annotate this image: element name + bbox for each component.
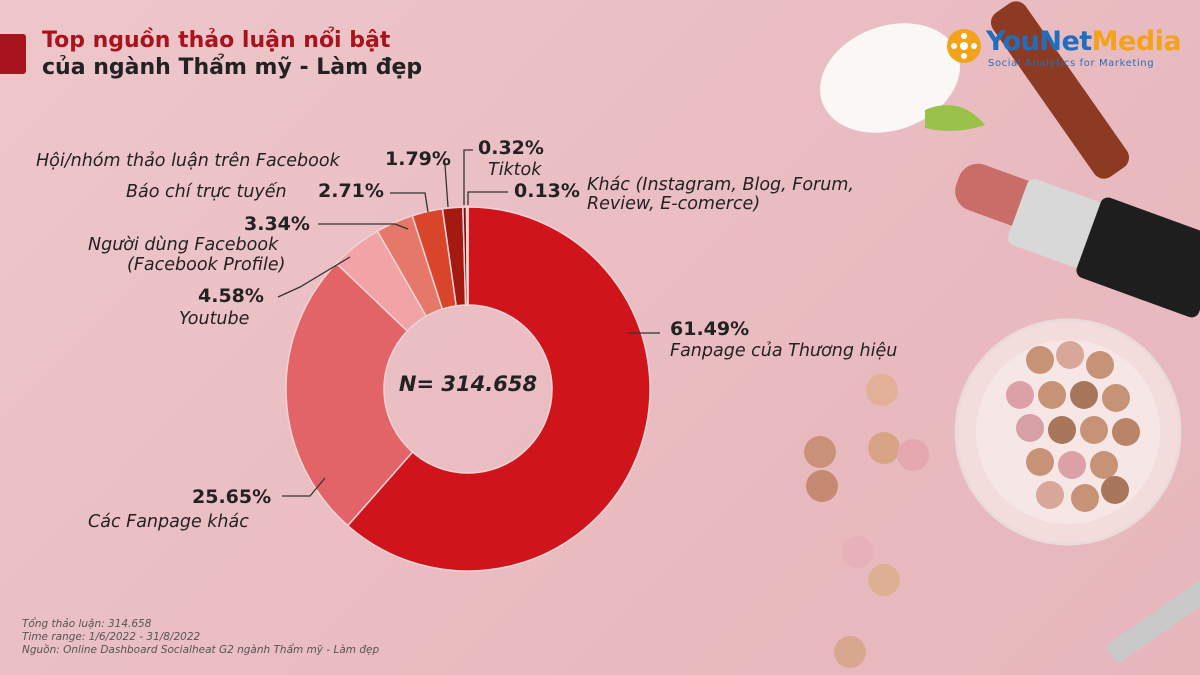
slice-label-khac-line2: Review, E-comerce) xyxy=(587,194,761,214)
leader-line-7 xyxy=(467,191,508,205)
leader-line-1 xyxy=(282,477,326,497)
slice-label-khac-line1: Khác (Instagram, Blog, Forum, xyxy=(587,175,854,195)
leader-line-5 xyxy=(442,162,449,208)
slice-label-bao-chi: Báo chí trực tuyến xyxy=(126,182,287,202)
title-accent-bar xyxy=(0,34,26,74)
slice-pct-khac: 0.13% xyxy=(514,180,580,202)
donut-center-label: N= 314.658 xyxy=(398,372,538,396)
slice-pct-youtube: 4.58% xyxy=(198,285,264,307)
slice-label-hoi-nhom: Hội/nhóm thảo luận trên Facebook xyxy=(36,151,340,171)
slice-pct-nguoi-dung-facebook: 3.34% xyxy=(244,213,310,235)
title-line-2: của ngành Thẩm mỹ - Làm đẹp xyxy=(42,54,423,80)
chart-title: Top nguồn thảo luận nổi bật của ngành Th… xyxy=(42,28,422,82)
younet-media-logo: YouNetMedia Social Analytics for Marketi… xyxy=(946,26,1182,72)
slice-label-nguoi-dung-facebook-line1: Người dùng Facebook xyxy=(88,235,279,255)
logo-tagline: Social Analytics for Marketing xyxy=(988,58,1155,69)
logo-mark-icon xyxy=(947,29,981,63)
slice-pct-tiktok: 0.32% xyxy=(478,137,544,159)
title-line-1: Top nguồn thảo luận nổi bật xyxy=(42,28,391,53)
donut-slice-1 xyxy=(285,262,414,527)
logo-word-media: Media xyxy=(1091,26,1182,57)
logo-wordmark: YouNetMedia xyxy=(986,26,1182,57)
slice-pct-cac-fanpage-khac: 25.65% xyxy=(192,486,272,508)
slice-pct-bao-chi: 2.71% xyxy=(318,180,384,202)
slice-label-nguoi-dung-facebook-line2: (Facebook Profile) xyxy=(127,255,286,275)
donut-slice-0 xyxy=(346,206,651,572)
slice-label-fanpage-thuong-hieu: Fanpage của Thương hiệu xyxy=(670,341,898,361)
leader-line-3 xyxy=(318,223,409,230)
donut-slice-7 xyxy=(465,206,469,306)
leader-line-4 xyxy=(390,192,429,213)
footer-total: Tổng thảo luận: 314.658 xyxy=(22,618,152,630)
footer-source: Nguồn: Online Dashboard Socialheat G2 ng… xyxy=(22,644,380,656)
slice-label-cac-fanpage-khac: Các Fanpage khác xyxy=(88,512,249,532)
footer-notes: Tổng thảo luận: 314.658 Time range: 1/6/… xyxy=(22,618,379,657)
slice-pct-fanpage-thuong-hieu: 61.49% xyxy=(670,318,750,340)
footer-time-range: Time range: 1/6/2022 - 31/8/2022 xyxy=(22,631,201,643)
leader-line-6 xyxy=(463,149,473,205)
slice-label-youtube: Youtube xyxy=(179,309,250,329)
slice-label-tiktok: Tiktok xyxy=(488,160,542,180)
slice-pct-hoi-nhom: 1.79% xyxy=(385,148,451,170)
logo-word-younet: YouNet xyxy=(986,26,1092,57)
leader-line-2 xyxy=(277,256,351,298)
